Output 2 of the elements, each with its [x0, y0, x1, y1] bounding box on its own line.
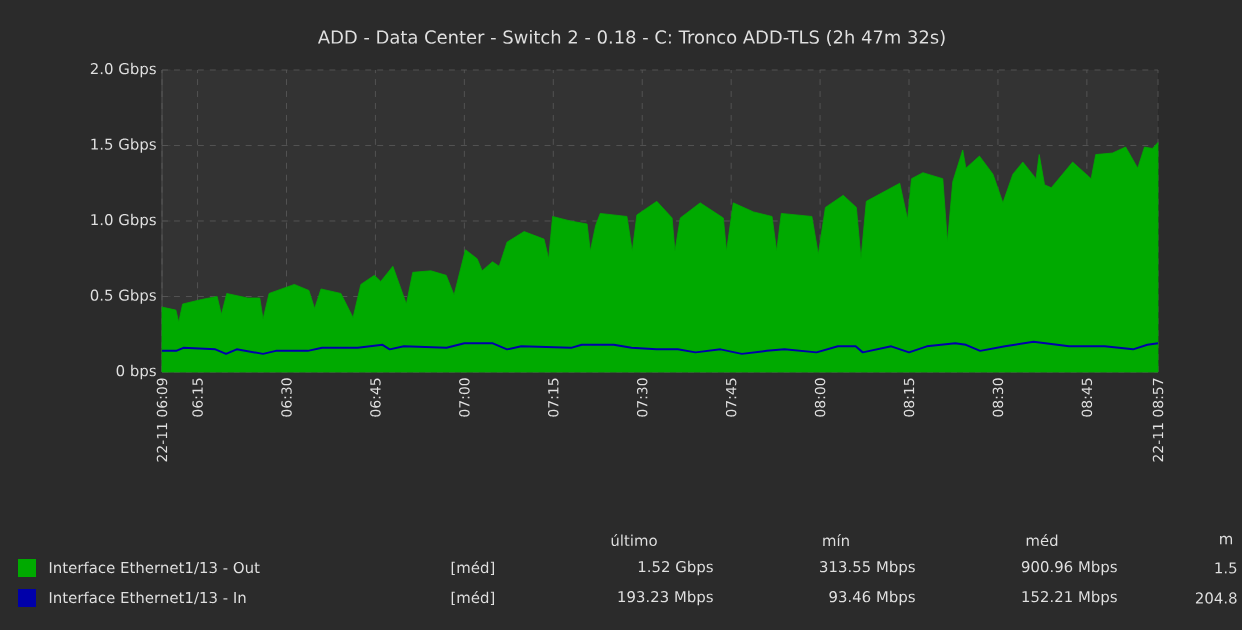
- chart-title: ADD - Data Center - Switch 2 - 0.18 - C: Tronco ADD-TLS (2h 47m 32s): [317, 30, 945, 46]
- line-series: [161, 340, 1160, 355]
